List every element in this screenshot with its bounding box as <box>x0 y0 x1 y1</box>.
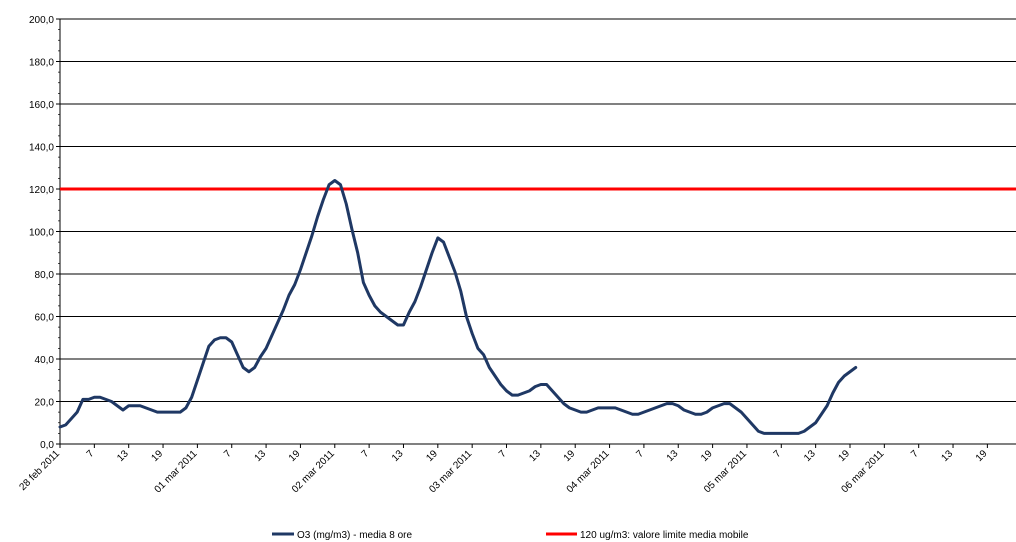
x-tick-label: 19 <box>974 448 990 464</box>
x-tick-label: 19 <box>699 448 715 464</box>
x-tick-label: 19 <box>424 448 440 464</box>
x-tick-label: 13 <box>115 448 131 464</box>
y-tick-label: 120,0 <box>29 185 54 196</box>
x-tick-label: 7 <box>772 448 784 460</box>
y-tick-label: 80,0 <box>35 270 55 281</box>
legend-label-o3: O3 (mg/m3) - media 8 ore <box>297 530 412 541</box>
y-tick-label: 40,0 <box>35 355 55 366</box>
x-tick-label: 13 <box>253 448 269 464</box>
y-tick-label: 200,0 <box>29 15 54 26</box>
x-tick-label: 28 feb 2011 <box>18 448 63 493</box>
grid-lines <box>60 18 1016 402</box>
y-tick-label: 20,0 <box>35 398 55 409</box>
x-tick-label: 13 <box>527 448 543 464</box>
x-tick-label: 19 <box>836 448 852 464</box>
x-tick-label: 7 <box>222 448 234 460</box>
x-tick-label: 7 <box>85 448 97 460</box>
x-tick-label: 13 <box>802 448 818 464</box>
x-tick-label: 13 <box>390 448 406 464</box>
x-tick-label: 19 <box>562 448 578 464</box>
series-line-o3 <box>58 179 858 435</box>
x-tick-label: 7 <box>497 448 509 460</box>
x-tick-label: 7 <box>909 448 921 460</box>
legend-label-limit: 120 ug/m3: valore limite media mobile <box>580 530 749 541</box>
x-tick-label: 19 <box>150 448 166 464</box>
y-tick-label: 60,0 <box>35 313 55 324</box>
x-tick-label: 13 <box>665 448 681 464</box>
y-tick-label: 160,0 <box>29 100 54 111</box>
y-tick-label: 140,0 <box>29 143 54 154</box>
y-tick-label: 0,0 <box>40 440 54 451</box>
x-tick-label: 19 <box>287 448 303 464</box>
y-axis: 0,0 20,0 40,0 60,0 80,0 100,0 120,0 140,0 160,0 1… <box>29 15 61 451</box>
y-tick-label: 180,0 <box>29 58 54 69</box>
legend: O3 (mg/m3) - media 8 ore 120 ug/m3: valo… <box>272 530 749 541</box>
y-tick-label: 100,0 <box>29 228 54 239</box>
x-tick-label: 13 <box>940 448 956 464</box>
x-tick-label: 7 <box>360 448 372 460</box>
x-tick-label: 7 <box>634 448 646 460</box>
